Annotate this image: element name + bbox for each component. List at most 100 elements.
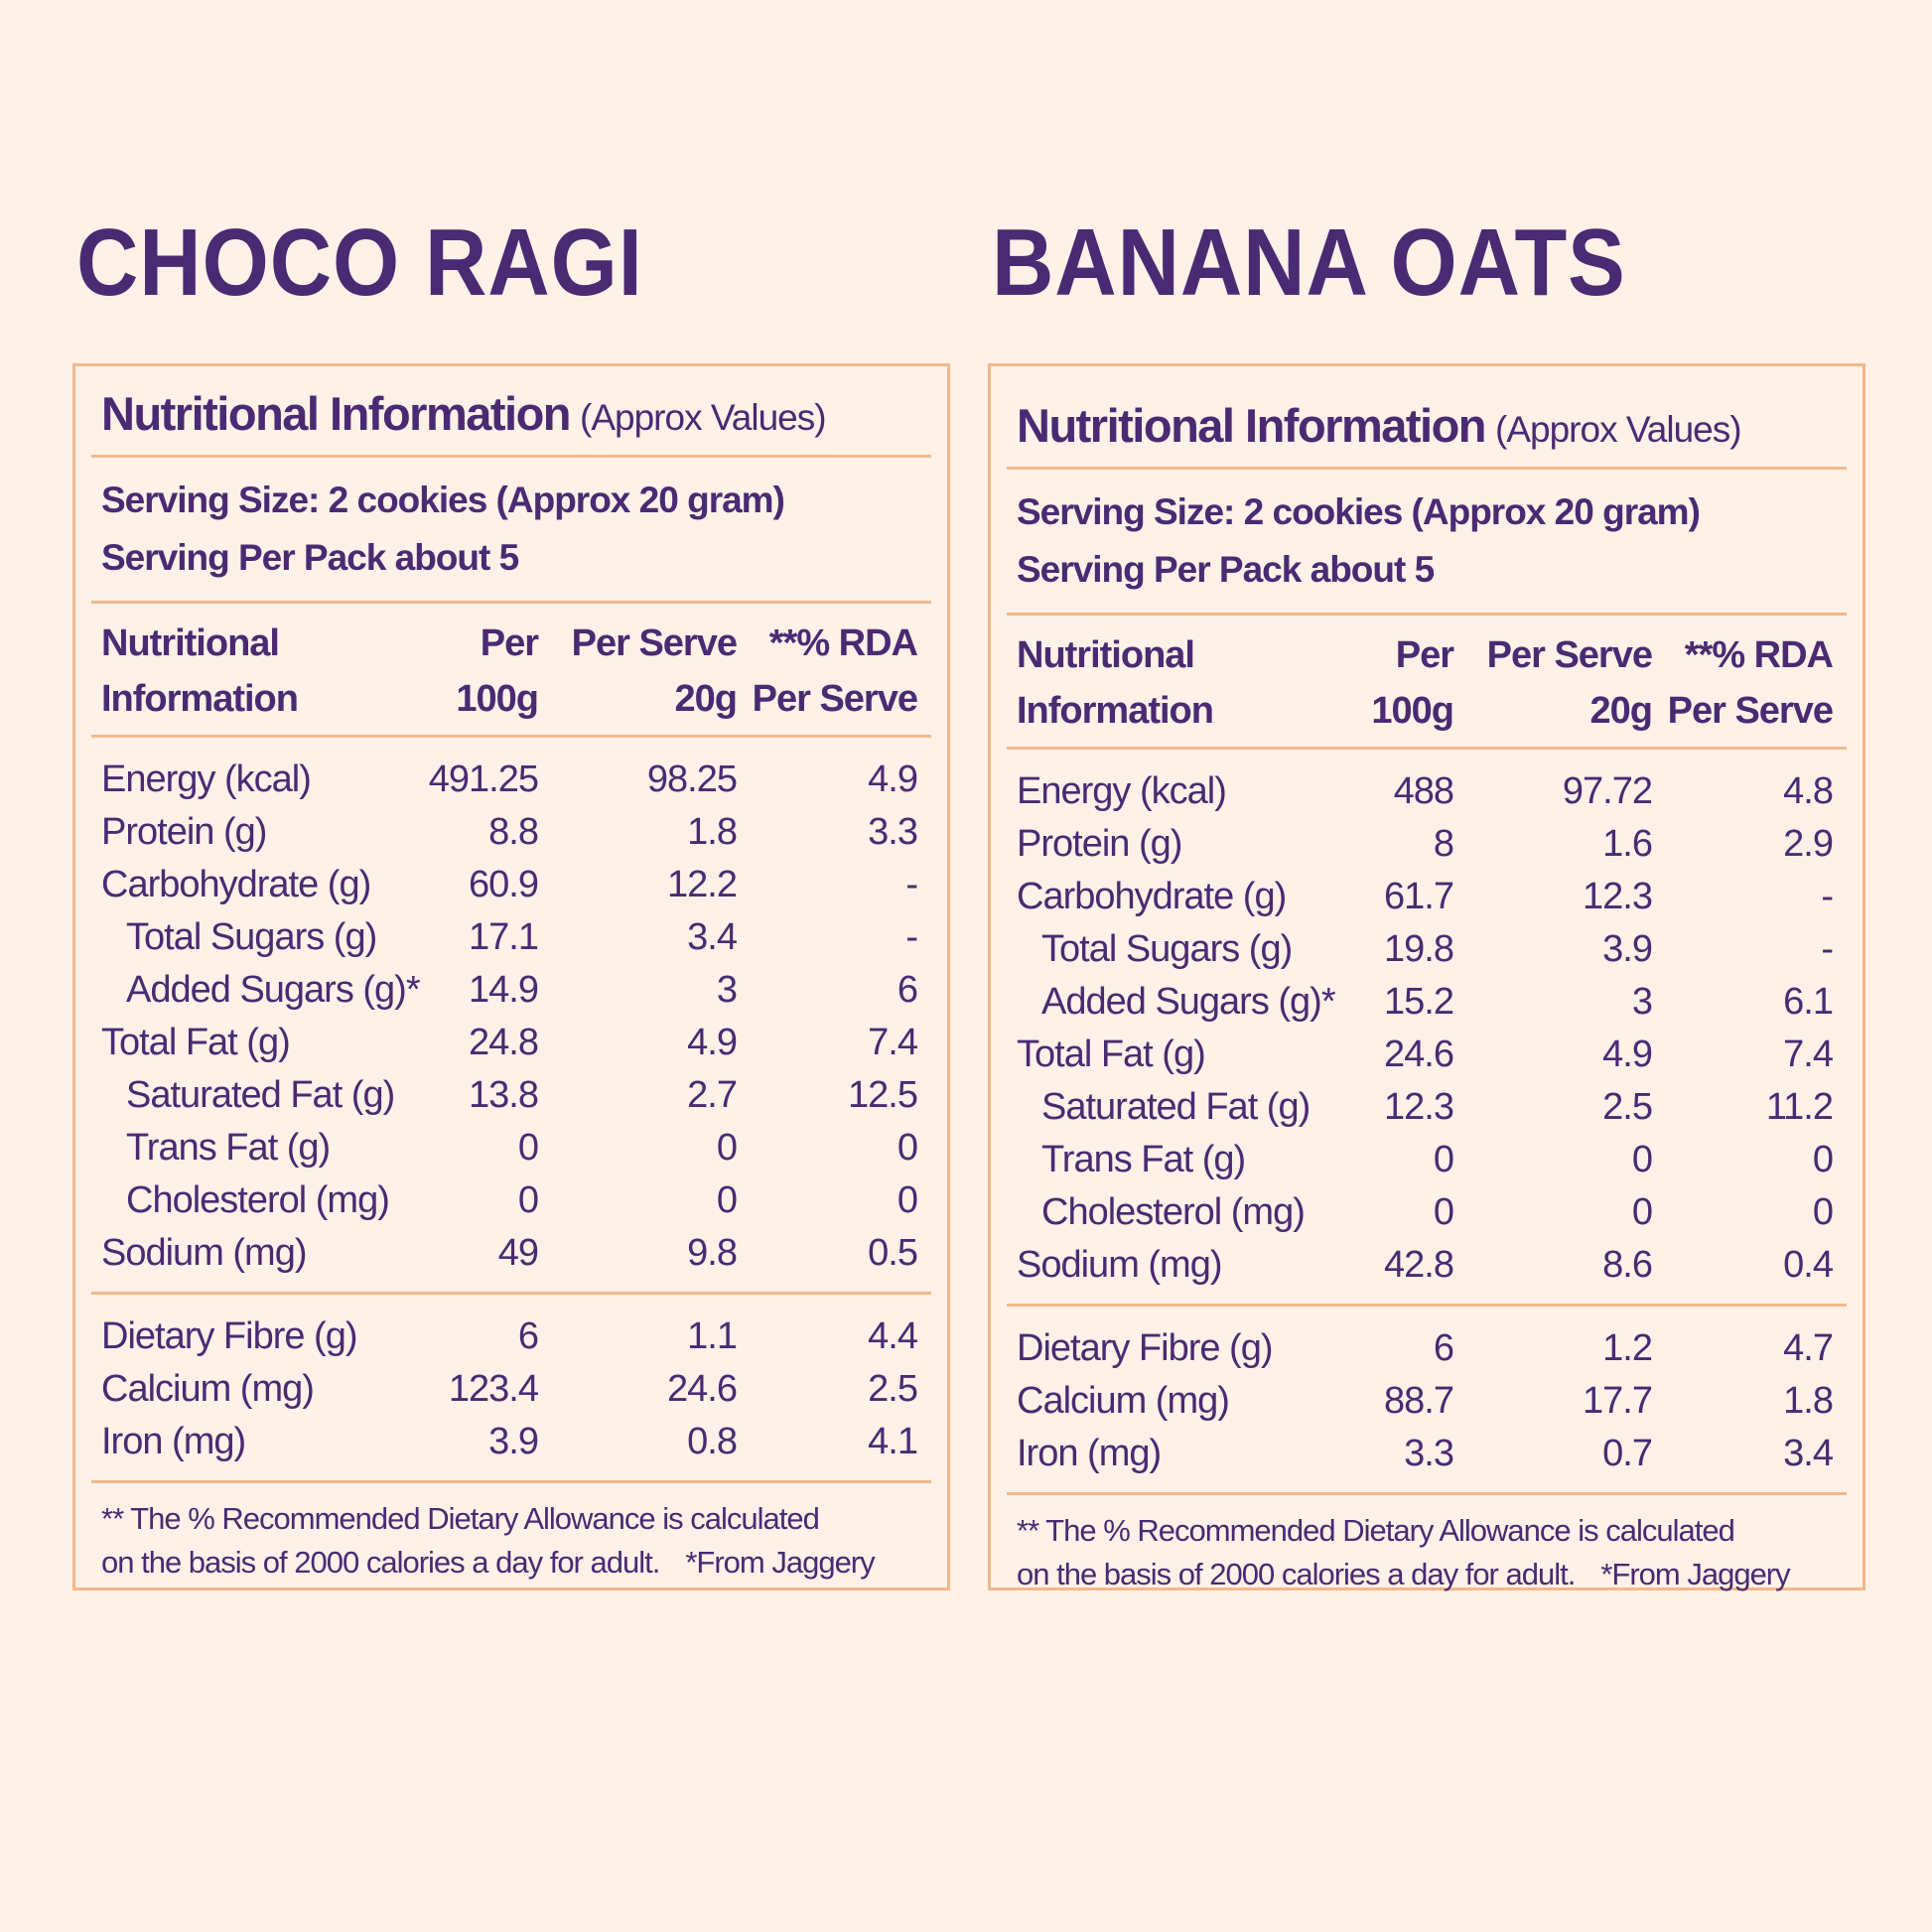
- nutrient-value: 0: [897, 1179, 918, 1221]
- nutrient-value: 8.8: [488, 811, 539, 853]
- heading: Nutritional Information: [101, 387, 572, 440]
- table-row: Calcium (mg) 88.7 17.7 1.8: [1007, 1375, 1847, 1428]
- table-row: Dietary Fibre (g) 6 1.1 4.4: [91, 1311, 931, 1363]
- nutrient-value: 3.3: [1404, 1433, 1454, 1474]
- nutrient-value: 4.7: [1783, 1327, 1834, 1369]
- nutrient-value: 3.3: [868, 811, 918, 853]
- header-cell: Per Serve: [571, 622, 738, 664]
- nutrition-panel: Nutritional Information (Approx Values) Se…: [72, 363, 950, 1590]
- nutrient-label: Saturated Fat (g): [1041, 1086, 1311, 1128]
- nutrient-value: 8: [1433, 823, 1454, 865]
- table-row: Total Sugars (g) 19.8 3.9 -: [1007, 923, 1847, 976]
- nutrient-value: 6: [517, 1315, 539, 1357]
- heading-note: (Approx Values): [1495, 409, 1742, 450]
- footnote-text: ** The % Recommended Dietary Allowance i…: [101, 1501, 820, 1536]
- nutrient-label: Iron (mg): [1017, 1433, 1162, 1474]
- nutrient-value: 3: [1631, 981, 1653, 1023]
- table-row: Energy (kcal) 488 97.72 4.8: [1007, 765, 1847, 818]
- nutrient-value: -: [1821, 876, 1834, 917]
- nutrient-value: 2.9: [1783, 823, 1834, 865]
- nutrient-value: -: [905, 864, 918, 905]
- header-cell: 100g: [1371, 690, 1454, 732]
- product-title: BANANA OATS: [992, 209, 1626, 316]
- nutrient-value: 0: [897, 1127, 918, 1169]
- row-group: Energy (kcal) 488 97.72 4.8 Protein (g) 8 1.6 2…: [1007, 750, 1847, 1307]
- nutrient-value: 97.72: [1562, 770, 1653, 812]
- nutrient-value: 24.6: [1384, 1034, 1454, 1075]
- nutrient-value: 2.7: [687, 1074, 738, 1116]
- table-row: Iron (mg) 3.9 0.8 4.1: [91, 1416, 931, 1468]
- panel-heading: Nutritional Information (Approx Values): [91, 380, 931, 458]
- nutrient-label: Energy (kcal): [1017, 770, 1227, 812]
- nutrient-label: Protein (g): [1017, 823, 1182, 865]
- row-group: Energy (kcal) 491.25 98.25 4.9 Protein (g) 8.…: [91, 738, 931, 1295]
- product-title: CHOCO RAGI: [76, 209, 643, 316]
- nutrient-label: Trans Fat (g): [126, 1127, 331, 1169]
- footnote-note: *From Jaggery: [685, 1545, 875, 1580]
- nutrient-value: 491.25: [428, 759, 539, 800]
- nutrient-value: 17.1: [469, 916, 539, 958]
- footnote-line: ** The % Recommended Dietary Allowance i…: [1017, 1509, 1837, 1553]
- panel-heading: Nutritional Information (Approx Values): [1007, 392, 1847, 470]
- nutrient-value: 61.7: [1384, 876, 1454, 917]
- nutrient-value: 0: [1631, 1139, 1653, 1180]
- table-row: Saturated Fat (g) 12.3 2.5 11.2: [1007, 1081, 1847, 1134]
- header-cell: Information: [101, 678, 299, 720]
- nutrient-value: 2.5: [1602, 1086, 1653, 1128]
- nutrient-label: Carbohydrate (g): [1017, 876, 1287, 917]
- nutrient-value: 4.8: [1783, 770, 1834, 812]
- table-row: Trans Fat (g) 0 0 0: [91, 1122, 931, 1174]
- nutrient-label: Total Sugars (g): [1041, 928, 1293, 970]
- table-row: Carbohydrate (g) 61.7 12.3 -: [1007, 871, 1847, 923]
- nutrient-value: 14.9: [469, 969, 539, 1011]
- table-row: Trans Fat (g) 0 0 0: [1007, 1134, 1847, 1186]
- footnote-text: ** The % Recommended Dietary Allowance i…: [1017, 1513, 1735, 1548]
- nutrient-label: Dietary Fibre (g): [101, 1315, 358, 1357]
- header-cell: Information: [1017, 690, 1214, 732]
- nutrient-value: 0: [716, 1179, 738, 1221]
- header-cell: Per Serve: [1667, 690, 1834, 732]
- nutrient-value: 88.7: [1384, 1380, 1454, 1422]
- table-row: Iron (mg) 3.3 0.7 3.4: [1007, 1428, 1847, 1480]
- nutrient-value: 1.6: [1602, 823, 1653, 865]
- footnote-text: on the basis of 2000 calories a day for …: [1017, 1557, 1576, 1591]
- nutrient-value: 9.8: [687, 1232, 738, 1274]
- table-row: Protein (g) 8 1.6 2.9: [1007, 818, 1847, 871]
- header-row: Nutritional Per Per Serve **% RDA: [1007, 627, 1847, 683]
- nutrient-value: 98.25: [646, 759, 738, 800]
- nutrient-value: 0: [517, 1127, 539, 1169]
- nutrition-panel: Nutritional Information (Approx Values) Se…: [988, 363, 1865, 1591]
- footnote-line: on the basis of 2000 calories a day for …: [1017, 1553, 1837, 1596]
- nutrient-value: 0: [716, 1127, 738, 1169]
- footnote: ** The % Recommended Dietary Allowance i…: [1007, 1495, 1847, 1596]
- nutrient-label: Protein (g): [101, 811, 267, 853]
- nutrient-value: 3.4: [687, 916, 738, 958]
- nutrient-value: 1.8: [687, 811, 738, 853]
- nutrient-value: 60.9: [469, 864, 539, 905]
- header-cell: Nutritional: [1017, 634, 1195, 676]
- header-cell: **% RDA: [1684, 634, 1834, 676]
- serving-per-pack: Serving Per Pack about 5: [101, 537, 519, 578]
- nutrient-value: 0.8: [687, 1421, 738, 1462]
- nutrient-value: 0: [1812, 1191, 1834, 1233]
- nutrient-value: 42.8: [1384, 1244, 1454, 1286]
- nutrient-value: 1.1: [687, 1315, 738, 1357]
- table-row: Saturated Fat (g) 13.8 2.7 12.5: [91, 1069, 931, 1122]
- nutrient-value: 12.3: [1384, 1086, 1454, 1128]
- nutrient-value: 24.8: [469, 1022, 539, 1063]
- nutrient-value: 0.4: [1783, 1244, 1834, 1286]
- nutrient-label: Sodium (mg): [101, 1232, 308, 1274]
- serving-size: Serving Size: 2 cookies (Approx 20 gram): [101, 480, 785, 520]
- product: CHOCO RAGI Nutritional Information (Approx…: [72, 204, 950, 1590]
- nutrient-value: 4.9: [1602, 1034, 1653, 1075]
- table-row: Cholesterol (mg) 0 0 0: [91, 1174, 931, 1227]
- nutrient-value: 6.1: [1783, 981, 1834, 1023]
- header-cell: Per Serve: [1486, 634, 1653, 676]
- nutrient-label: Energy (kcal): [101, 759, 312, 800]
- table-row: Added Sugars (g)* 15.2 3 6.1: [1007, 976, 1847, 1029]
- table-row: Total Sugars (g) 17.1 3.4 -: [91, 911, 931, 964]
- header-cell: 20g: [1589, 690, 1653, 732]
- table-row: Total Fat (g) 24.8 4.9 7.4: [91, 1017, 931, 1069]
- row-group: Dietary Fibre (g) 6 1.2 4.7 Calcium (mg) 88.7…: [1007, 1307, 1847, 1495]
- table-row: Carbohydrate (g) 60.9 12.2 -: [91, 859, 931, 911]
